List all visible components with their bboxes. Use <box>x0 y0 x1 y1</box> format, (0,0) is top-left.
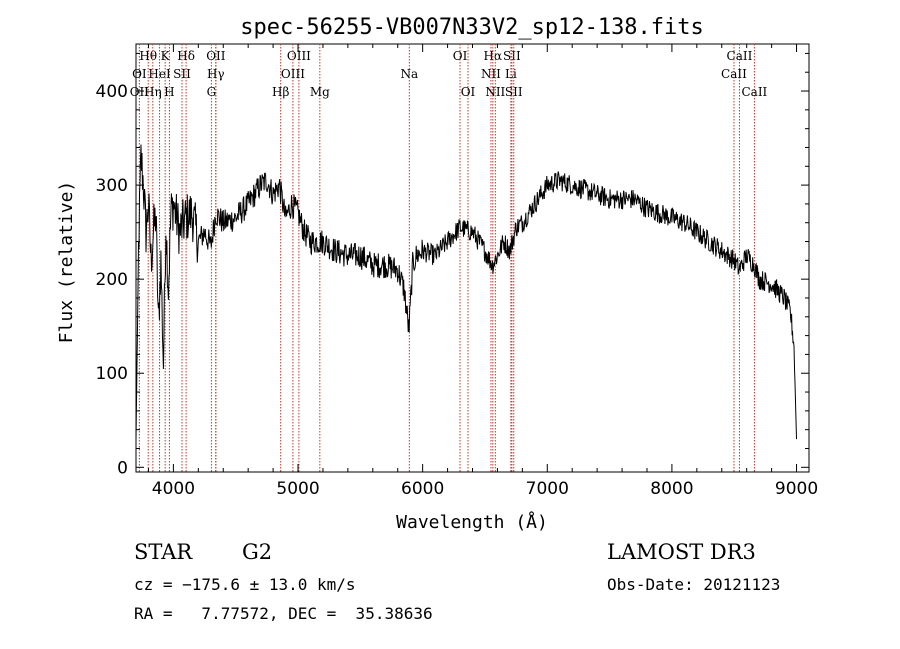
x-tick-label: 8000 <box>650 479 693 499</box>
spectrum-line <box>135 144 797 440</box>
line-id-label: Hα <box>484 49 503 63</box>
x-tick-label: 5000 <box>276 479 319 499</box>
line-id-label: K <box>161 49 171 63</box>
survey-name: LAMOST DR3 <box>607 540 756 564</box>
y-tick-label: 200 <box>96 270 128 290</box>
line-id-label: OI <box>453 49 468 63</box>
line-id-label: HeI <box>148 67 171 81</box>
line-id-label: CaII <box>741 85 767 99</box>
line-id-label: OI <box>132 67 147 81</box>
chart-title: spec-56255-VB007N33V2_sp12-138.fits <box>240 15 704 40</box>
line-id-label: Hδ <box>177 49 195 63</box>
line-id-label: SII <box>505 85 523 99</box>
x-tick-label: 6000 <box>401 479 444 499</box>
line-id-label: OII <box>130 85 150 99</box>
line-id-label: Hγ <box>207 67 225 81</box>
line-id-label: Na <box>400 67 418 81</box>
line-id-label: NII <box>481 67 501 81</box>
observation-date: Obs-Date: 20121123 <box>607 575 781 594</box>
line-id-label: Hθ <box>139 49 157 63</box>
axis-ticks: 4000 5000 6000 7000 8000 9000 0 100 200 300 400 <box>96 44 818 499</box>
line-id-label: OIII <box>287 49 311 63</box>
line-id-label: OIII <box>281 67 305 81</box>
spectral-subclass: G2 <box>242 540 273 564</box>
line-id-label: Li <box>505 67 517 81</box>
x-tick-label: 7000 <box>526 479 569 499</box>
line-id-label: H <box>164 85 174 99</box>
y-tick-label: 400 <box>96 82 128 102</box>
object-class: STAR <box>134 540 193 564</box>
line-id-label: SII <box>173 67 191 81</box>
line-id-label: Mg <box>310 85 330 99</box>
line-id-label: SII <box>503 49 521 63</box>
x-tick-label: 4000 <box>152 479 195 499</box>
y-tick-label: 0 <box>117 458 128 478</box>
line-id-label: Hβ <box>272 85 289 99</box>
y-axis-label: Flux (relative) <box>56 181 77 344</box>
line-id-label: G <box>207 85 217 99</box>
y-tick-label: 100 <box>96 364 128 384</box>
line-id-label: Hη <box>144 85 162 99</box>
line-id-label: OI <box>461 85 476 99</box>
x-tick-label: 9000 <box>775 479 818 499</box>
x-axis-label: Wavelength (Å) <box>396 511 548 533</box>
line-id-label: NII <box>485 85 505 99</box>
y-tick-label: 300 <box>96 176 128 196</box>
plot-frame <box>135 43 810 473</box>
line-id-label: CaII <box>727 49 753 63</box>
coordinates: RA = 7.77572, DEC = 35.38636 <box>134 604 433 623</box>
redshift-velocity: cz = −175.6 ± 13.0 km/s <box>134 575 356 594</box>
line-id-label: CaII <box>721 67 747 81</box>
